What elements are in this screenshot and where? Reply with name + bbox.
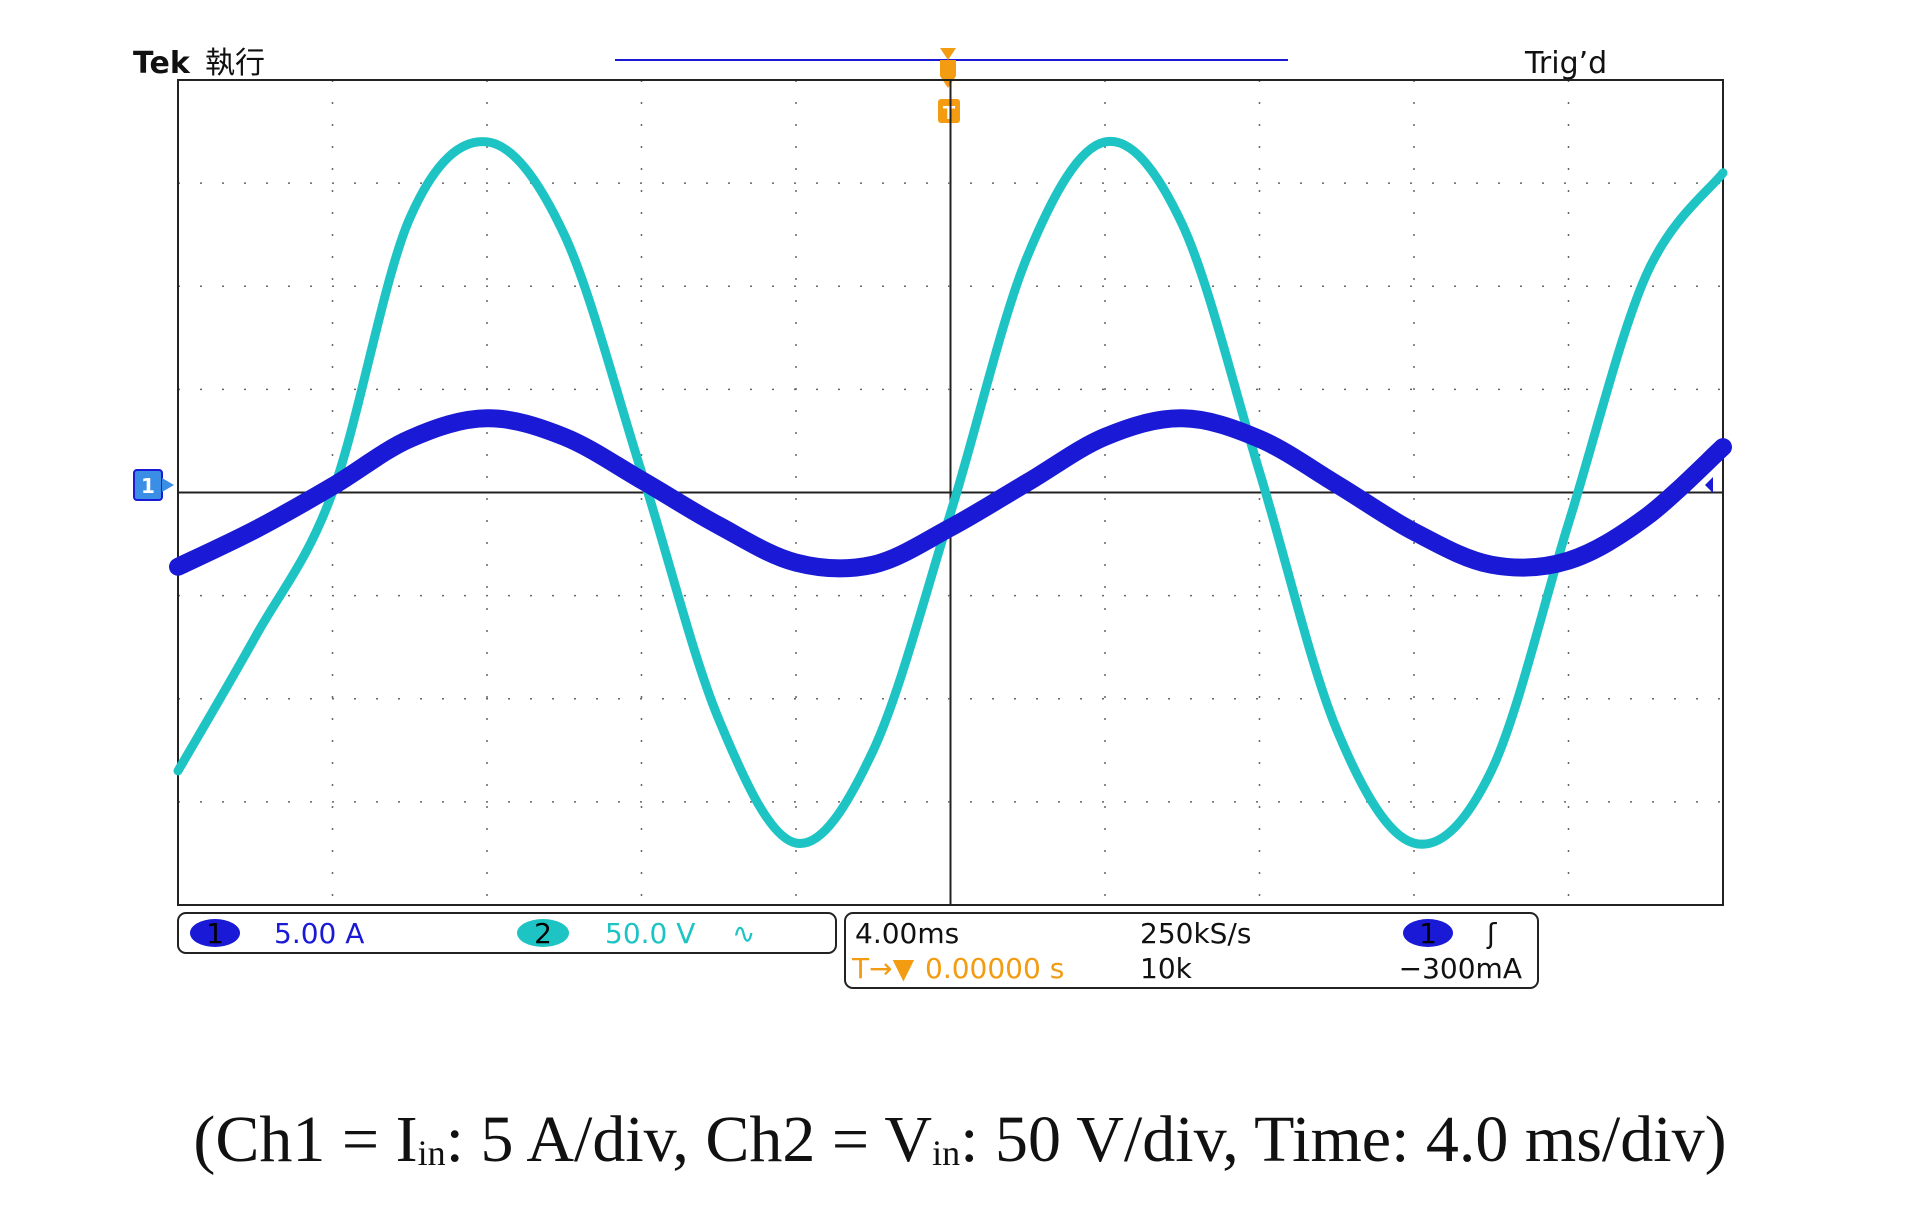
trigger-status: Trig’d <box>1524 46 1607 81</box>
trigger-source-label: 1 <box>1419 917 1437 950</box>
record-trigger-icon <box>940 48 956 60</box>
trigger-level: −300mA <box>1399 952 1522 985</box>
ch1-badge <box>190 919 240 947</box>
caption-rest: : 50 V/div, Time: 4.0 ms/div) <box>960 1103 1727 1176</box>
caption-open: (Ch1 = I <box>193 1103 418 1176</box>
trigger-slope-icon: ʃ <box>1486 917 1497 950</box>
trigger-position: 0.00000 s <box>925 952 1064 985</box>
sample-rate: 250kS/s <box>1140 917 1251 950</box>
tek-brand: Tek <box>133 46 191 81</box>
trigger-source-badge <box>1403 919 1453 947</box>
ch2-badge-label: 2 <box>534 917 552 950</box>
ch2-scale: 50.0 V <box>605 917 695 950</box>
caption-sub-in-2: in <box>932 1133 961 1173</box>
caption-middle: : 5 A/div, Ch2 = V <box>445 1103 933 1176</box>
timebase-readout-box <box>844 912 1539 989</box>
trigger-position-icon: T→▼ <box>851 952 915 985</box>
trigger-position-marker <box>938 99 960 123</box>
trigger-marker-label: T <box>943 103 956 124</box>
ch1-current-trace <box>169 409 1732 578</box>
graticule <box>177 79 1724 906</box>
plot-frame <box>177 79 1724 906</box>
ch2-bandwidth-icon: ∿ <box>732 917 755 950</box>
ch1-ground-label: 1 <box>141 474 155 498</box>
ch1-ground-arrow-icon <box>162 478 174 492</box>
ch2-voltage-trace <box>173 136 1728 849</box>
trigger-arrow-icon <box>940 76 956 88</box>
channel-readout-box <box>177 912 837 954</box>
waveforms <box>169 136 1732 849</box>
record-length: 10k <box>1140 952 1193 985</box>
figure-caption: (Ch1 = Iin: 5 A/div, Ch2 = Vin: 50 V/div… <box>0 1085 1920 1195</box>
ch2-badge <box>517 919 569 947</box>
ch1-badge-label: 1 <box>206 917 224 950</box>
run-status: 執行 <box>205 46 265 81</box>
record-window-icon <box>940 60 956 76</box>
ch1-scale: 5.00 A <box>274 917 364 950</box>
timebase: 4.00ms <box>855 917 959 950</box>
trigger-level-arrow-icon <box>1705 477 1713 493</box>
oscilloscope-display: Tek 執行 Trig’d T 1 1 5.00 A 2 50.0 V ∿ 4.… <box>133 46 1732 989</box>
caption-sub-in-1: in <box>417 1133 446 1173</box>
